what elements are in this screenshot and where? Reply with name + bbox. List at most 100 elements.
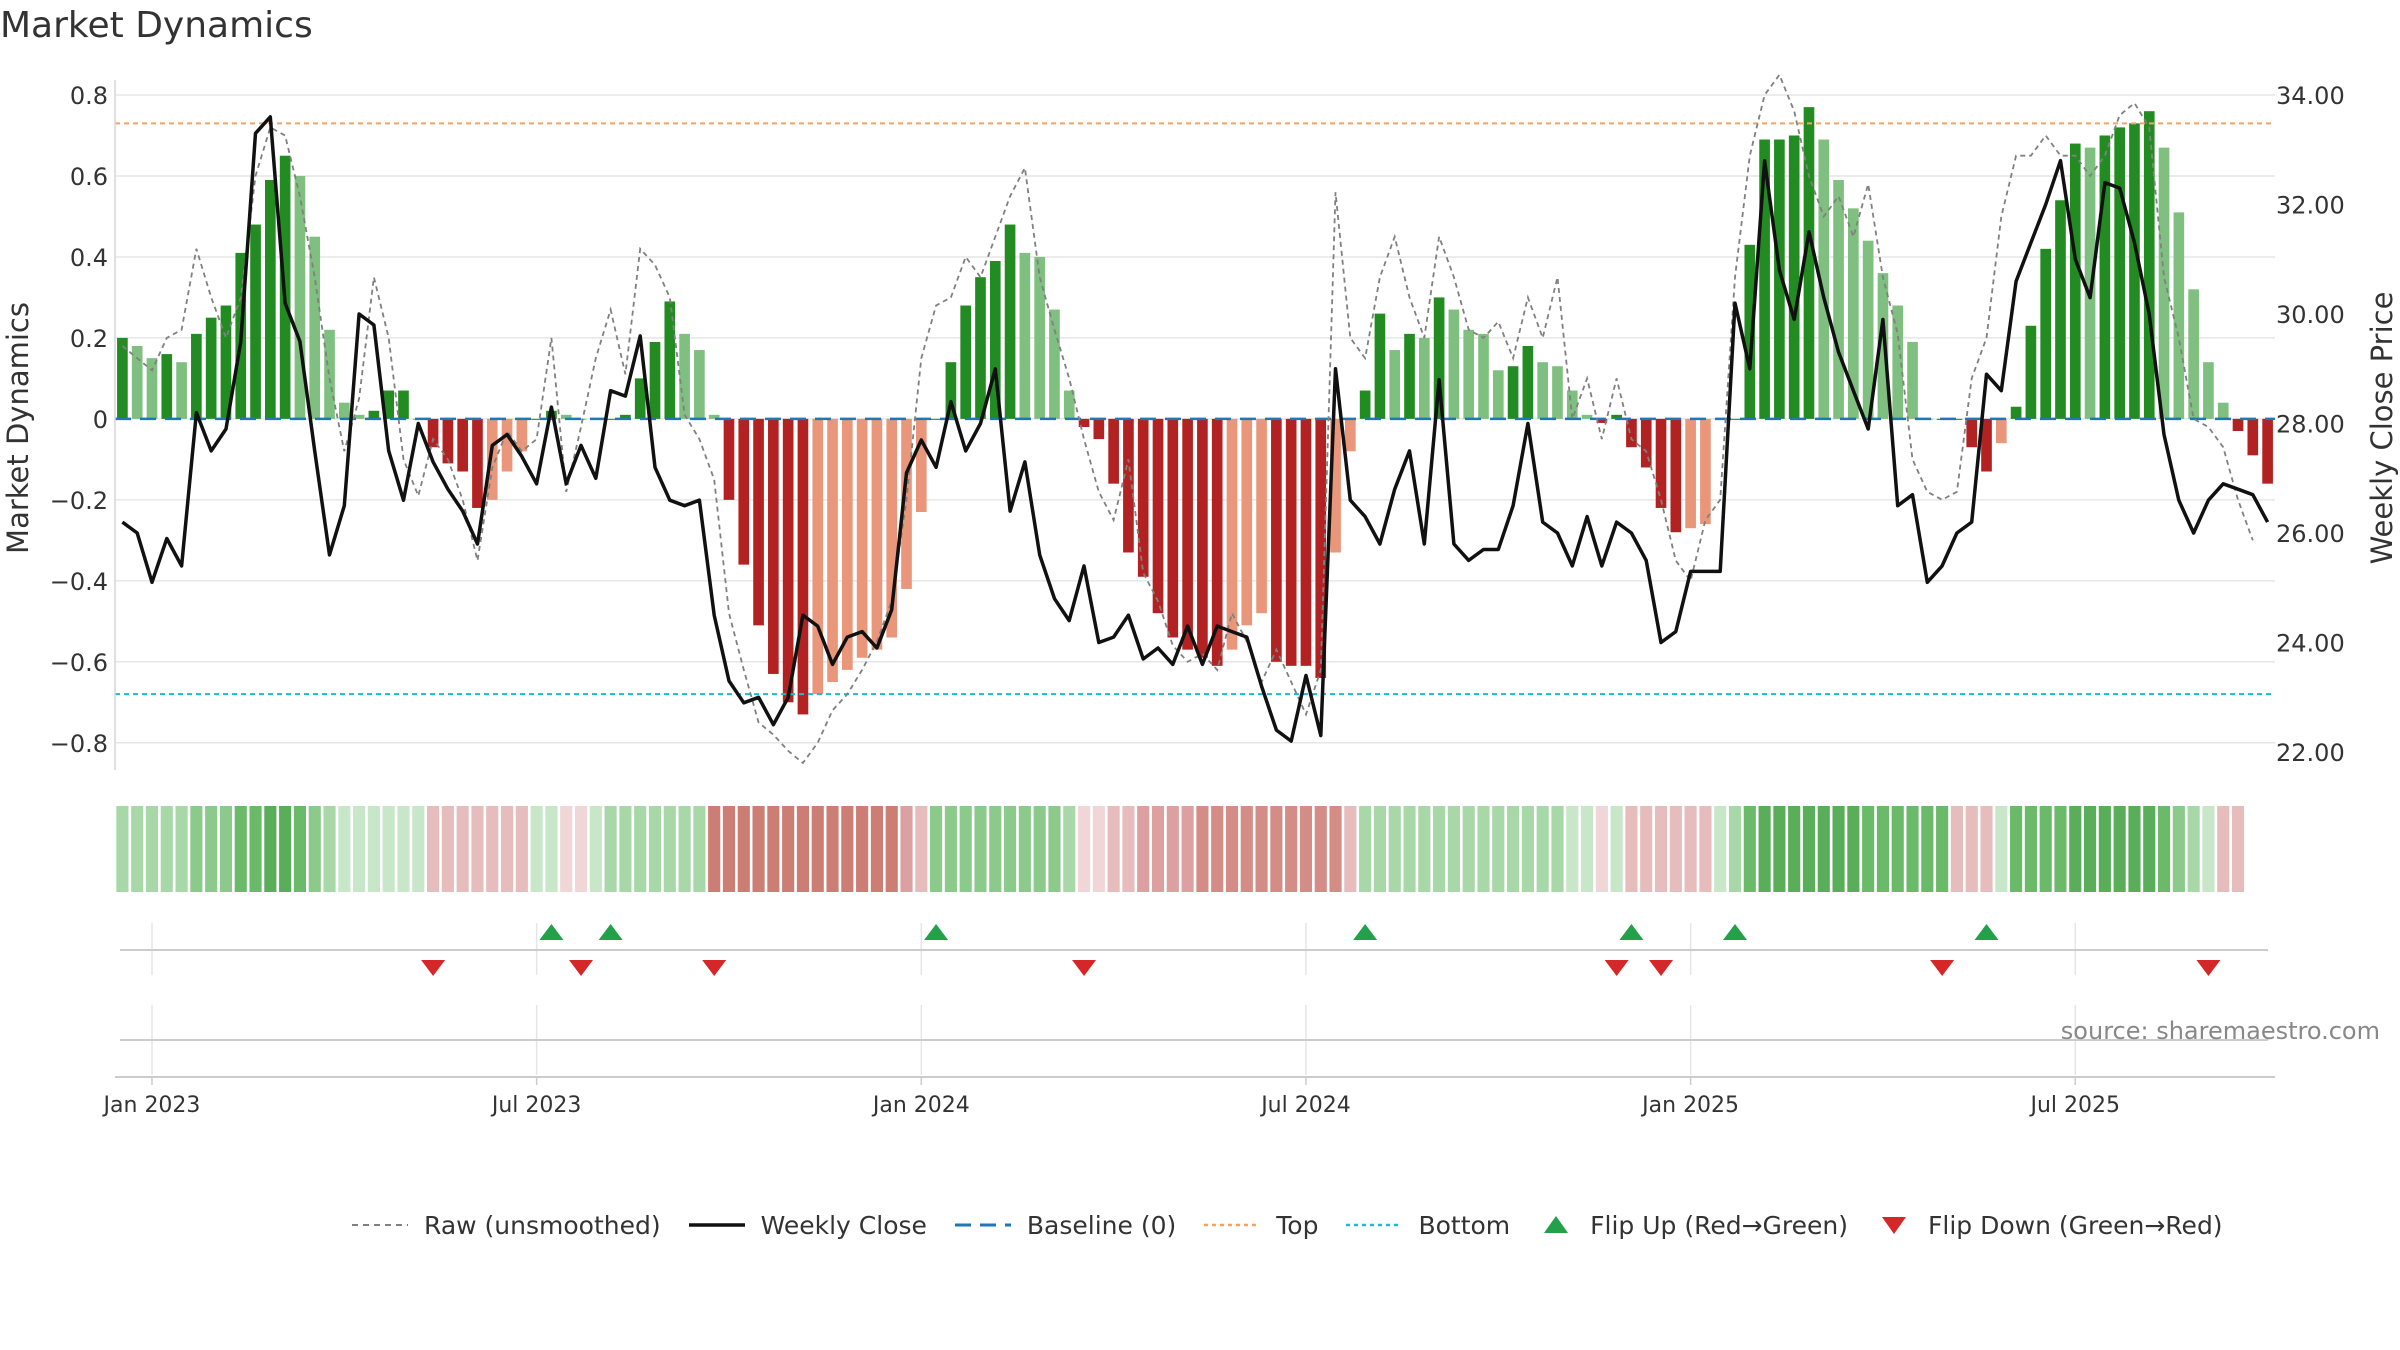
y-left-tick-label: −0.2 [50, 487, 108, 515]
dynamics-bar [324, 329, 335, 419]
regime-cell [1151, 806, 1165, 892]
regime-cell [279, 806, 292, 892]
regime-cell [1580, 806, 1594, 892]
dynamics-bar [486, 418, 498, 500]
dynamics-bar [842, 418, 853, 670]
dynamics-bar [338, 402, 350, 419]
regime-cell [1551, 806, 1564, 892]
dynamics-bar [1655, 418, 1667, 508]
regime-cell [915, 806, 928, 892]
y-left-tick-label: −0.4 [50, 568, 108, 596]
regime-cell [1654, 806, 1668, 892]
regime-cell [1610, 806, 1623, 892]
dynamics-bar [1537, 362, 1548, 419]
x-axis-ticks: Jan 2023 Jul 2023 Jan 2024 Jul 2024 Jan 2025… [102, 1077, 2120, 1118]
dynamics-bar [989, 260, 1001, 419]
flip-up-marker [1353, 924, 1378, 940]
regime-cell [456, 806, 469, 892]
regime-cell [2202, 806, 2215, 892]
regime-cell [1181, 806, 1194, 892]
regime-cell [634, 806, 647, 892]
series-lines [121, 72, 2270, 765]
dynamics-bar [1581, 414, 1593, 419]
regime-cell [1225, 806, 1239, 892]
regime-cell [530, 806, 543, 892]
flip-down-marker [1072, 960, 1097, 976]
dynamics-bar [2232, 418, 2244, 432]
regime-cell [1847, 806, 1860, 892]
legend: Raw (unsmoothed) Weekly Close Baseline (… [350, 1205, 2249, 1245]
legend-top: Top [1202, 1211, 1318, 1240]
regime-cell [1418, 806, 1431, 892]
regime-cell [722, 806, 736, 892]
dynamics-bar [812, 418, 824, 695]
dynamics-bar [605, 418, 616, 420]
dynamics-bar [1211, 418, 1223, 666]
dynamics-bar [1463, 329, 1475, 419]
dynamics-bar [205, 317, 217, 419]
dynamics-bar [1049, 309, 1060, 419]
x-tick-label: Jan 2025 [1640, 1093, 1739, 1118]
regime-cell [796, 806, 810, 892]
y-left-tick-label: 0 [93, 406, 108, 434]
legend-raw-label: Raw (unsmoothed) [424, 1210, 661, 1240]
raw-line [121, 72, 2254, 765]
regime-cell [471, 806, 484, 892]
legend-raw: Raw (unsmoothed) [350, 1211, 661, 1240]
regime-cell [811, 806, 824, 892]
regime-cell [1447, 806, 1460, 892]
regime-cell [2010, 806, 2023, 892]
flip-up-marker [924, 924, 949, 940]
dynamics-bar [2040, 248, 2052, 419]
regime-cell [1137, 806, 1150, 892]
flip-up-marker [598, 924, 623, 940]
y-right-tick-label: 28.00 [2276, 411, 2345, 439]
regime-cell [2054, 806, 2067, 892]
dynamics-bar [2099, 135, 2111, 419]
dynamics-bar [1848, 208, 1859, 419]
dynamics-bar [1004, 224, 1016, 419]
y-axis-right-label: Weekly Close Price [2365, 292, 2399, 565]
regime-cell [1063, 806, 1076, 892]
dynamics-bar [1951, 418, 1963, 420]
x-tick-label: Jul 2023 [490, 1093, 582, 1118]
regime-cell [1521, 806, 1534, 892]
dynamics-bar [1433, 297, 1445, 419]
dynamics-bar [1507, 366, 1519, 419]
regime-cell [1477, 806, 1490, 892]
dynamics-bar [1256, 418, 1267, 614]
regime-cell [175, 806, 188, 892]
regime-cell [678, 806, 691, 892]
regime-cell [1950, 806, 1963, 892]
dynamics-bar [1152, 418, 1164, 614]
dynamics-bar [1271, 418, 1282, 662]
dynamics-bar [1197, 418, 1208, 658]
regime-cell [1329, 806, 1342, 892]
regime-cell [1462, 806, 1475, 892]
dynamics-bar [694, 350, 705, 419]
regime-cell [1196, 806, 1209, 892]
dynamics-bar [1759, 139, 1770, 419]
dynamics-bar [1330, 418, 1341, 553]
regime-cell [1507, 806, 1520, 892]
regime-cell [2128, 806, 2141, 892]
regime-cell [1980, 806, 1993, 892]
regime-cell [2098, 806, 2111, 892]
dynamics-bar [560, 414, 572, 419]
regime-cell [870, 806, 883, 892]
regime-cell [1373, 806, 1386, 892]
legend-flip-up-label: Flip Up (Red→Green) [1590, 1210, 1849, 1240]
dynamics-bar [427, 418, 439, 448]
regime-cell [1891, 806, 1904, 892]
regime-cell [1166, 806, 1179, 892]
regime-cell [382, 806, 395, 892]
regime-cell [219, 806, 233, 892]
dynamics-bar [620, 414, 631, 419]
regime-cell [1092, 806, 1105, 892]
regime-cell [1921, 806, 1934, 892]
dynamics-bar [1611, 414, 1622, 419]
flip-down-marker [421, 960, 446, 976]
regime-cell [160, 806, 173, 892]
regime-cell [989, 806, 1002, 892]
regime-cell [944, 806, 957, 892]
